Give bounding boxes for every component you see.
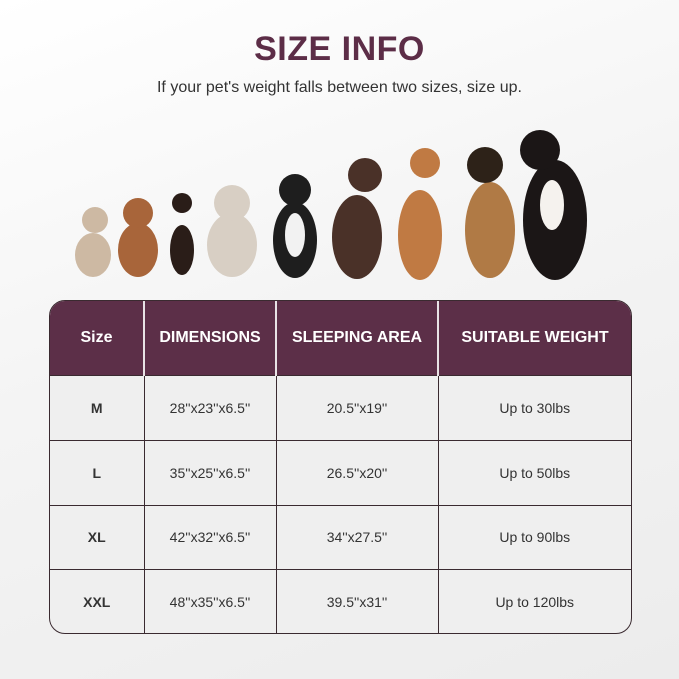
dog-chocolate-labrador (332, 158, 382, 279)
table-row: L 35''x25''x6.5'' 26.5''x20'' Up to 50lb… (50, 439, 631, 506)
table-row: XXL 48''x35''x6.5'' 39.5''x31'' Up to 12… (50, 569, 631, 633)
cell-dimensions: 35''x25''x6.5'' (144, 439, 277, 506)
size-table: Size DIMENSIONS SLEEPING AREA SUITABLE W… (49, 300, 632, 634)
dog-french-bulldog (75, 207, 111, 277)
cell-sleeping-area: 39.5''x31'' (276, 569, 439, 633)
cell-size: L (50, 439, 145, 506)
table-row: XL 42''x32''x6.5'' 34''x27.5'' Up to 90l… (50, 504, 631, 570)
column-header-dimensions: DIMENSIONS (144, 301, 277, 376)
dog-german-shepherd (465, 147, 515, 278)
cell-dimensions: 28''x23''x6.5'' (144, 375, 277, 441)
table-row: M 28''x23''x6.5'' 20.5''x19'' Up to 30lb… (50, 375, 631, 441)
table-header-row: Size DIMENSIONS SLEEPING AREA SUITABLE W… (50, 301, 631, 376)
column-header-size: Size (50, 301, 145, 376)
cell-weight: Up to 90lbs (438, 504, 631, 570)
dog-min-pin (170, 193, 194, 275)
cell-weight: Up to 50lbs (438, 439, 631, 506)
cell-weight: Up to 120lbs (438, 569, 631, 633)
cell-size: M (50, 375, 145, 441)
dog-lineup-image (75, 130, 587, 280)
cell-sleeping-area: 34''x27.5'' (276, 504, 439, 570)
cell-sleeping-area: 26.5''x20'' (276, 439, 439, 506)
dog-bulldog (207, 185, 257, 277)
column-header-suitable-weight: SUITABLE WEIGHT (438, 301, 631, 376)
cell-dimensions: 48''x35''x6.5'' (144, 569, 277, 633)
cell-dimensions: 42''x32''x6.5'' (144, 504, 277, 570)
dog-border-collie (273, 174, 317, 278)
cell-weight: Up to 30lbs (438, 375, 631, 441)
dog-bernese-mountain-dog (520, 130, 587, 280)
page-title: SIZE INFO (254, 30, 425, 68)
column-header-sleeping-area: SLEEPING AREA (276, 301, 439, 376)
page-subtitle: If your pet's weight falls between two s… (156, 79, 522, 96)
cell-size: XL (50, 504, 145, 570)
cell-sleeping-area: 20.5''x19'' (276, 375, 439, 441)
dog-cavalier (118, 198, 158, 277)
dog-vizsla (398, 148, 442, 280)
cell-size: XXL (50, 569, 145, 633)
